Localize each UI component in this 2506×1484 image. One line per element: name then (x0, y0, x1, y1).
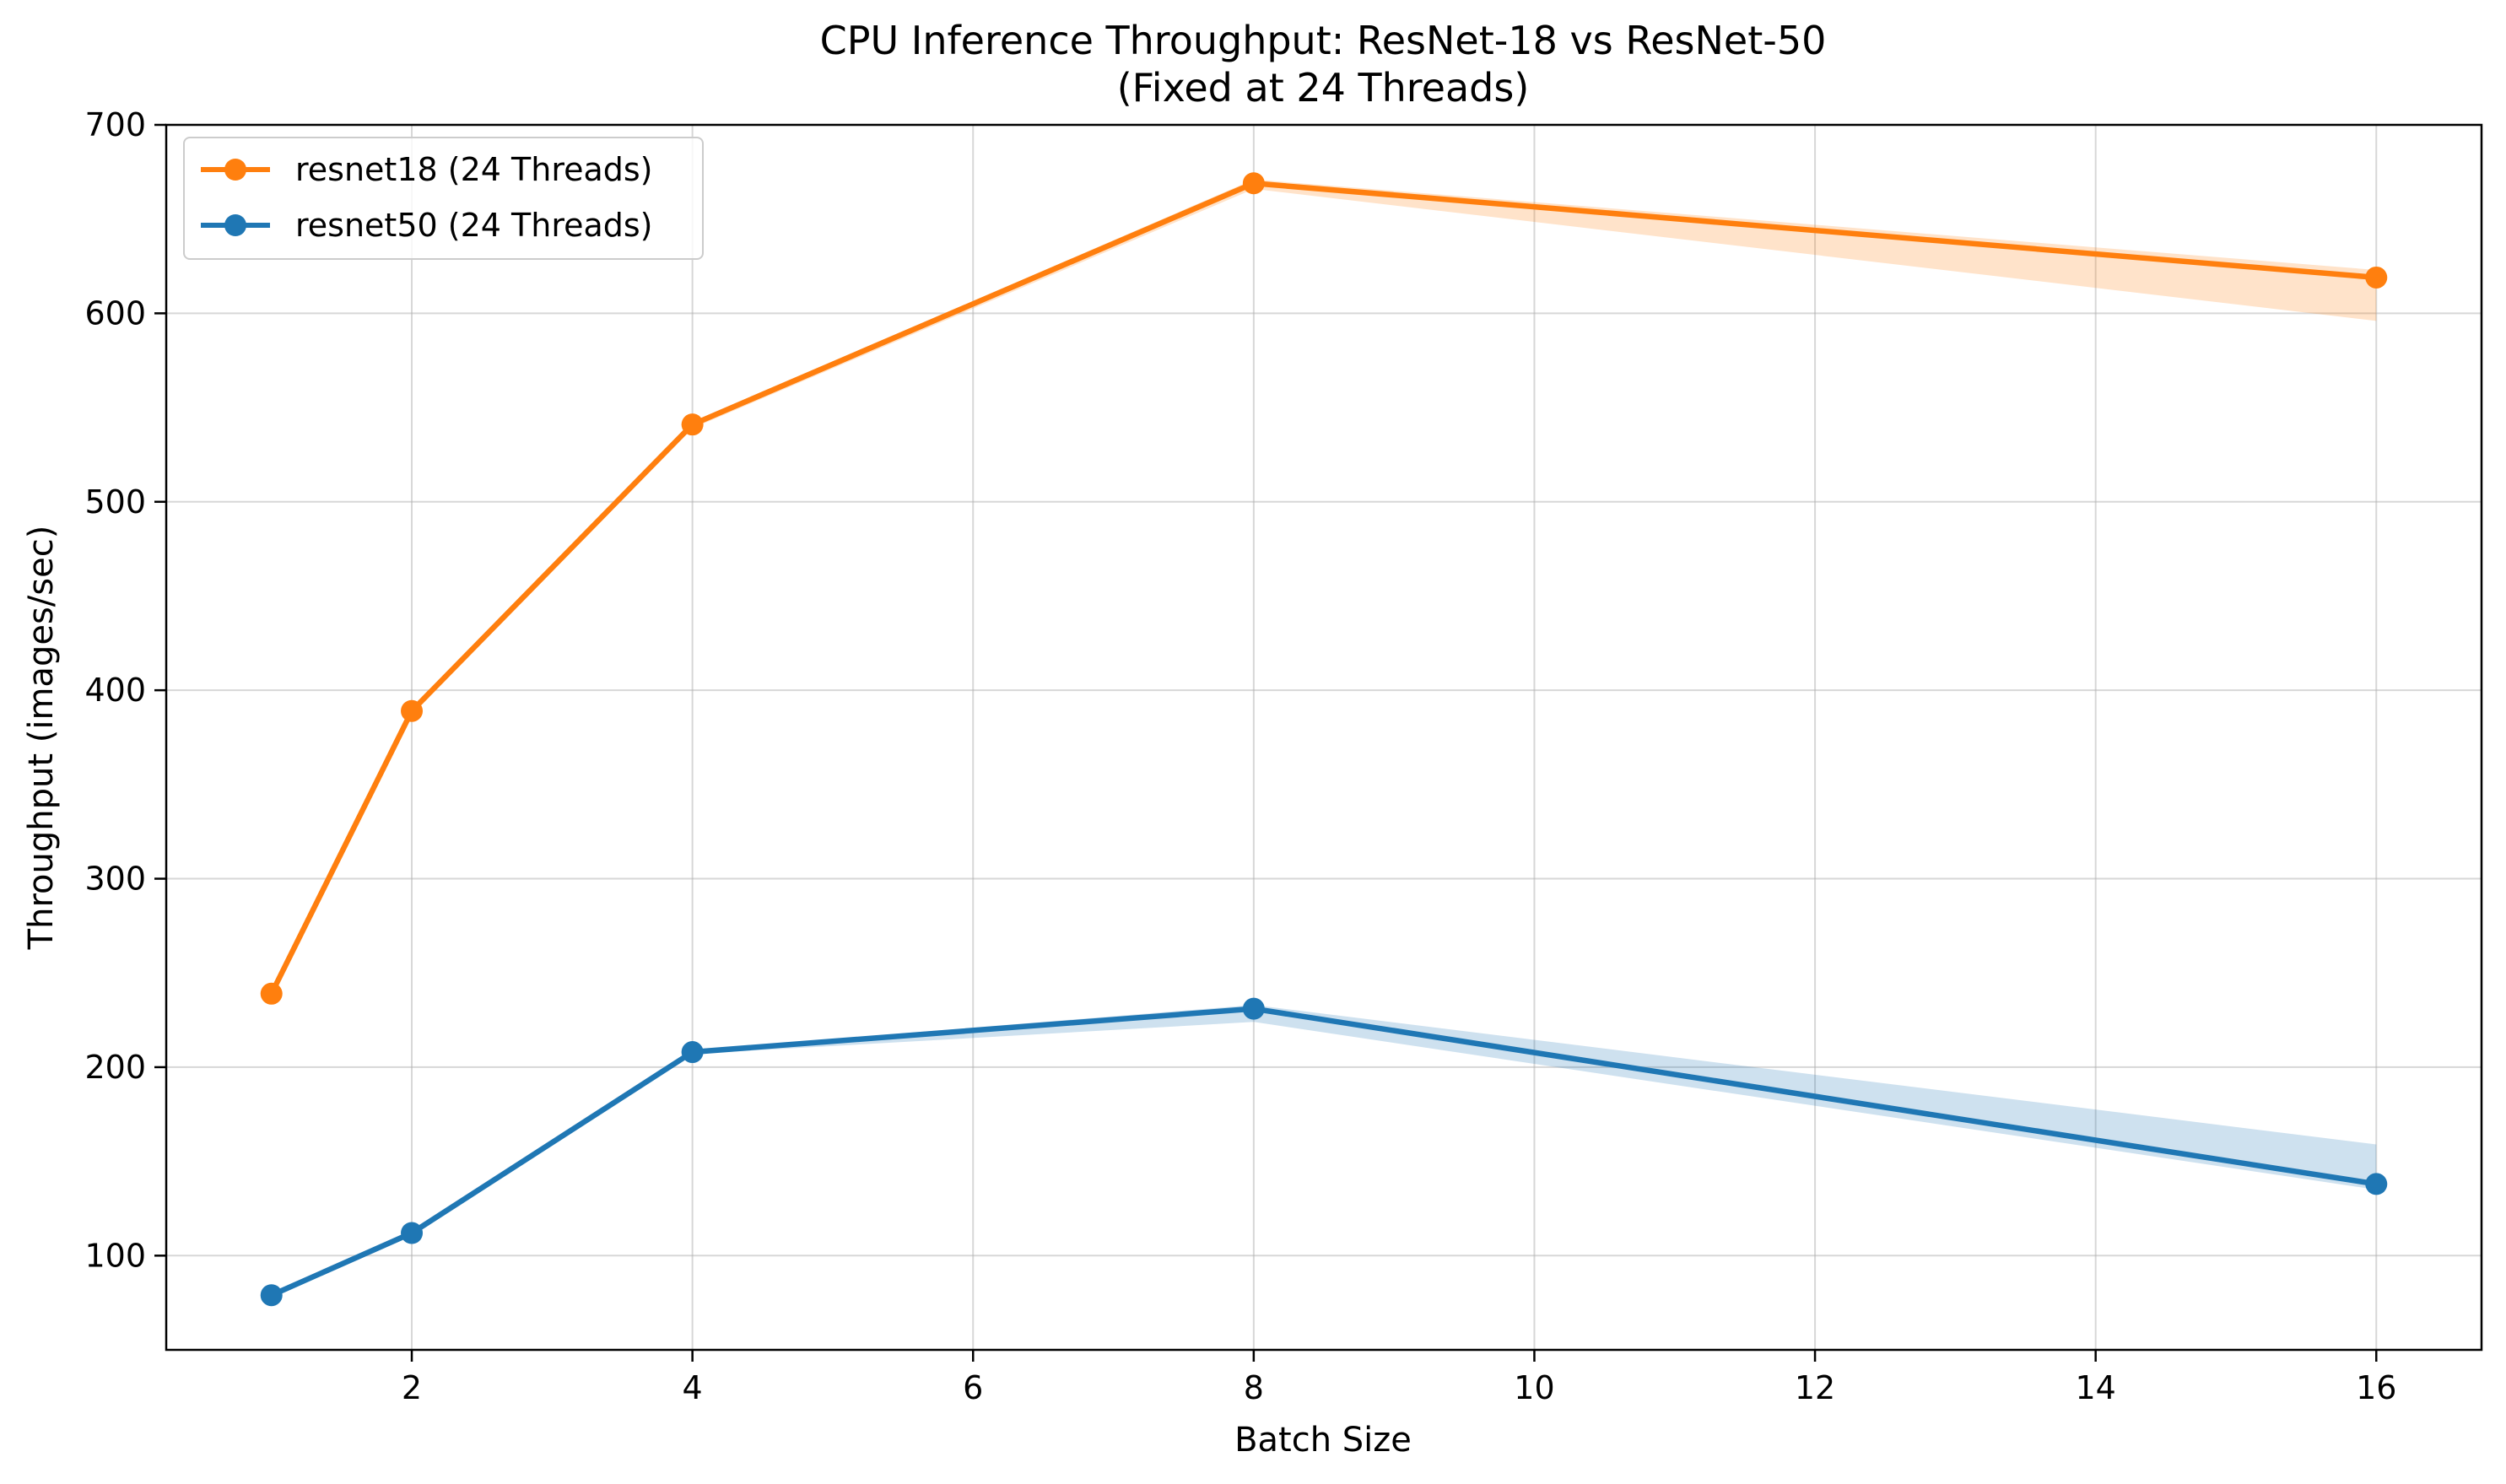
y-tick-label: 200 (84, 1049, 146, 1086)
plot-frame (165, 123, 2483, 1352)
y-tick-label: 300 (84, 861, 146, 898)
legend-marker-resnet50 (224, 214, 246, 236)
legend: resnet18 (24 Threads) resnet50 (24 Threa… (183, 137, 704, 260)
point-resnet50 (260, 1284, 283, 1307)
legend-marker-resnet18 (224, 159, 246, 181)
y-axis-label: Throughput (images/sec) (22, 526, 61, 951)
confidence-bands (271, 179, 2377, 1296)
legend-label-resnet50: resnet50 (24 Threads) (295, 207, 653, 244)
point-resnet18 (1242, 172, 1265, 195)
x-tick-label: 16 (2356, 1369, 2396, 1406)
y-axis-ticks: 100 200 300 400 500 600 700 (84, 106, 166, 1274)
y-tick-label: 700 (84, 106, 146, 143)
x-axis-ticks: 2 4 6 8 10 12 14 16 (402, 1350, 2396, 1406)
point-resnet50 (1242, 997, 1265, 1020)
point-resnet18 (2365, 266, 2388, 289)
x-tick-label: 10 (1514, 1369, 1554, 1406)
legend-frame (183, 137, 704, 260)
point-resnet18 (681, 413, 704, 436)
y-tick-label: 100 (84, 1237, 146, 1274)
chart-subtitle: (Fixed at 24 Threads) (1117, 65, 1530, 111)
point-resnet18 (401, 699, 424, 722)
x-axis-label: Batch Size (1234, 1421, 1412, 1460)
chart-title: CPU Inference Throughput: ResNet-18 vs R… (820, 18, 1827, 63)
point-resnet18 (260, 982, 283, 1005)
x-tick-label: 8 (1244, 1369, 1264, 1406)
x-tick-label: 4 (683, 1369, 703, 1406)
legend-label-resnet18: resnet18 (24 Threads) (295, 151, 653, 188)
series-points (260, 172, 2388, 1307)
x-tick-label: 14 (2075, 1369, 2115, 1406)
point-resnet50 (2365, 1173, 2388, 1195)
y-tick-label: 400 (84, 672, 146, 709)
x-tick-label: 2 (402, 1369, 422, 1406)
y-tick-label: 500 (84, 483, 146, 521)
point-resnet50 (401, 1222, 424, 1244)
band-resnet18 (271, 179, 2377, 994)
point-resnet50 (681, 1041, 704, 1064)
x-tick-label: 12 (1795, 1369, 1835, 1406)
y-tick-label: 600 (84, 294, 146, 332)
x-tick-label: 6 (963, 1369, 983, 1406)
